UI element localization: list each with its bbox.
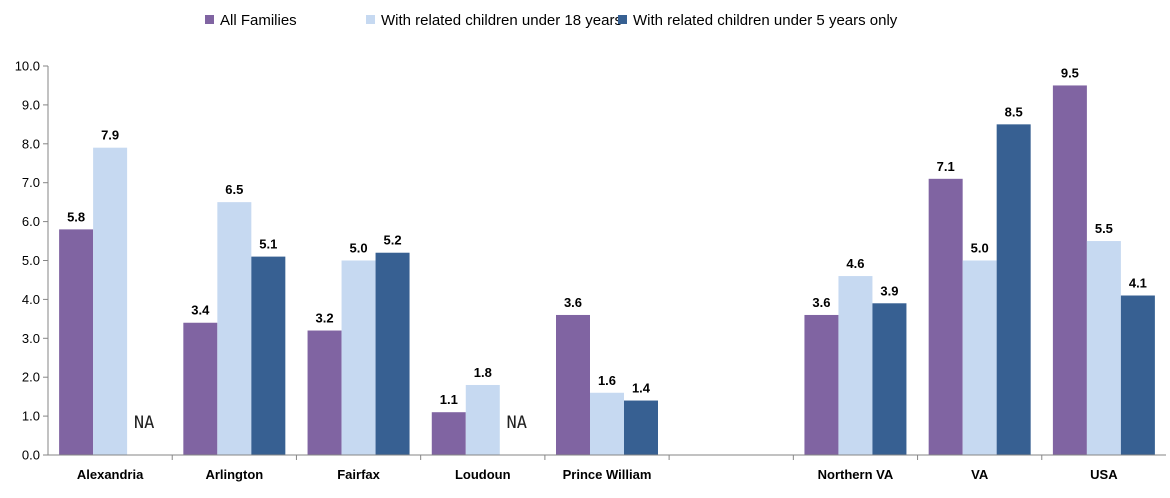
y-tick-label: 5.0 <box>22 253 40 268</box>
data-label: 7.9 <box>101 128 119 143</box>
x-category-label: Alexandria <box>77 467 144 482</box>
bar <box>1052 85 1087 455</box>
y-tick-label: 4.0 <box>22 292 40 307</box>
y-tick-label: 6.0 <box>22 214 40 229</box>
bar <box>962 260 997 455</box>
bar <box>838 276 873 455</box>
y-tick-label: 1.0 <box>22 409 40 424</box>
bar <box>804 314 839 455</box>
bar <box>872 303 907 455</box>
data-label: 3.6 <box>564 295 582 310</box>
legend-label: With related children under 18 years <box>381 12 622 29</box>
bar <box>93 147 128 455</box>
bar <box>59 229 94 455</box>
x-category-label: Northern VA <box>818 467 894 482</box>
data-label: 7.1 <box>937 159 955 174</box>
na-label: NA <box>507 413 527 433</box>
data-label: 5.0 <box>971 241 989 256</box>
bar <box>928 178 963 455</box>
na-label: NA <box>134 413 154 433</box>
data-label: 1.1 <box>440 392 458 407</box>
bar <box>1120 295 1155 455</box>
data-label: 3.9 <box>880 283 898 298</box>
bar <box>307 330 342 455</box>
legend-swatch <box>618 15 627 24</box>
bar <box>251 256 286 455</box>
bar <box>1086 241 1121 455</box>
data-label: 8.5 <box>1005 104 1023 119</box>
data-label: 9.5 <box>1061 65 1079 80</box>
data-label: 5.2 <box>384 233 402 248</box>
bar <box>341 260 376 455</box>
x-category-label: VA <box>971 467 989 482</box>
bar <box>556 314 590 455</box>
y-tick-label: 9.0 <box>22 97 40 112</box>
y-tick-label: 2.0 <box>22 370 40 385</box>
legend-swatch <box>366 15 375 24</box>
x-category-label: Loudoun <box>455 467 511 482</box>
data-label: 1.8 <box>474 365 492 380</box>
bar <box>624 400 658 455</box>
data-label: 5.8 <box>67 209 85 224</box>
x-axis: Alexandria Arlington Fairfax Loudoun Prince … <box>48 454 1166 482</box>
legend-label: With related children under 5 years only <box>633 12 898 29</box>
x-category-label: Prince William <box>563 467 652 482</box>
y-tick-label: 8.0 <box>22 136 40 151</box>
legend-label: All Families <box>220 12 297 29</box>
bars: 5.8 7.9 NA 3.4 6.5 5.1 3.2 5.0 5.2 1.1 1.8 NA 3.6 1.6… <box>59 65 1155 455</box>
x-category-label: Fairfax <box>337 467 380 482</box>
x-category-label: Arlington <box>205 467 263 482</box>
data-label: 4.1 <box>1129 276 1147 291</box>
y-axis: 0.0 1.0 2.0 3.0 4.0 5.0 6.0 7.0 8.0 9.0 10.0 <box>15 59 49 463</box>
bar <box>375 252 410 455</box>
data-label: 1.4 <box>632 381 651 396</box>
y-tick-label: 10.0 <box>15 59 40 74</box>
data-label: 5.0 <box>350 241 368 256</box>
bar <box>590 392 624 455</box>
bar <box>183 322 218 455</box>
bar <box>217 202 252 455</box>
data-label: 3.4 <box>191 303 210 318</box>
data-label: 3.6 <box>812 295 830 310</box>
y-tick-label: 3.0 <box>22 331 40 346</box>
data-label: 5.5 <box>1095 221 1113 236</box>
data-label: 5.1 <box>259 237 277 252</box>
data-label: 4.6 <box>846 256 864 271</box>
bar <box>465 384 500 455</box>
legend-swatch <box>205 15 214 24</box>
bar <box>996 124 1031 455</box>
data-label: 3.2 <box>316 311 334 326</box>
x-category-label: USA <box>1090 467 1118 482</box>
data-label: 1.6 <box>598 373 616 388</box>
bar <box>431 412 466 455</box>
y-tick-label: 0.0 <box>22 448 40 463</box>
y-tick-label: 7.0 <box>22 175 40 190</box>
data-label: 6.5 <box>225 182 243 197</box>
legend: All Families With related children under … <box>205 12 898 29</box>
